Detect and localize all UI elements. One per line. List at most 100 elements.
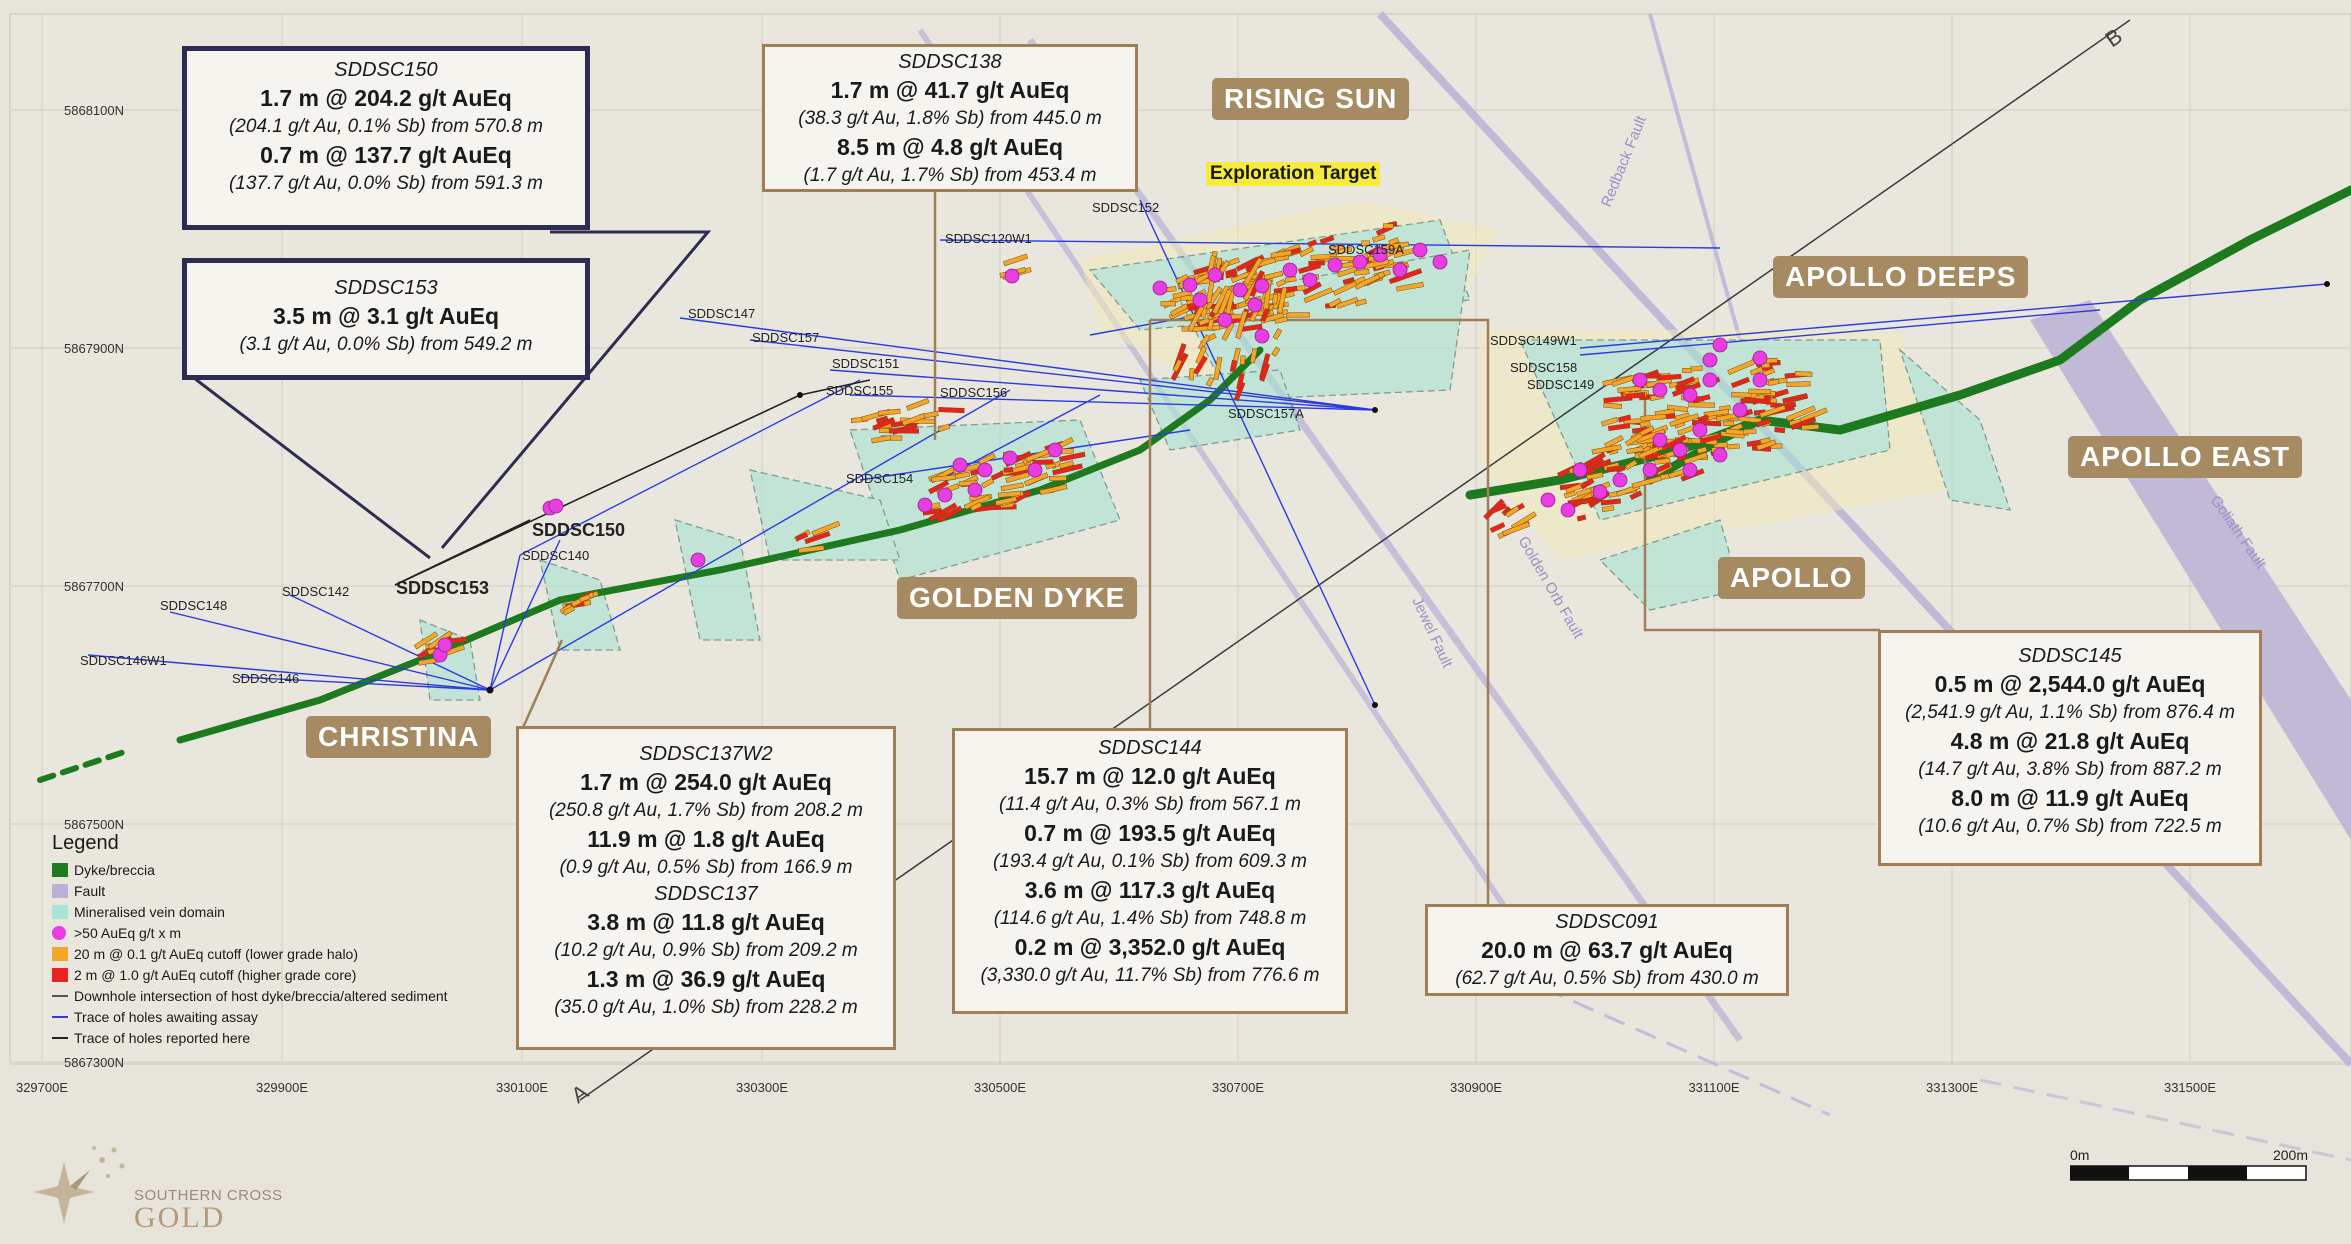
legend-item: Downhole intersection of host dyke/brecc… [52,985,492,1006]
drill-traces-awaiting [87,199,2328,706]
intersection-mark [1703,409,1730,418]
intersection-mark [1607,422,1631,432]
high-grade-point [1632,372,1648,388]
high-grade-point [1217,312,1233,328]
high-grade-point [1327,257,1343,273]
intersection-mark [1270,250,1292,259]
intersection-mark [1213,356,1223,381]
callout-detail: (14.7 g/t Au, 3.8% Sb) from 887.2 m [1918,759,2222,780]
high-grade-point [1572,462,1588,478]
intersection-mark [1591,444,1622,455]
high-grade-point [1002,450,1018,466]
intersection-mark [1049,475,1067,482]
callout-intercept: 4.8 m @ 21.8 g/t AuEq [1950,728,2190,754]
high-grade-point [1652,382,1668,398]
high-grade-point [1712,447,1728,463]
intersection-mark [1233,381,1246,402]
legend-item: Mineralised vein domain [52,901,492,922]
callout-sddsc150: SDDSC150 1.7 m @ 204.2 g/t AuEq (204.1 g… [182,46,590,230]
high-grade-point [1702,352,1718,368]
intersection-mark [872,417,896,431]
intersection-mark [1225,271,1238,279]
hole-label: SDDSC148 [160,598,227,613]
high-grade-point [1047,442,1063,458]
high-grade-point [1560,502,1576,518]
exploration-target-label: Exploration Target [1206,162,1381,186]
intersection-mark [1666,404,1689,413]
intersection-mark [1755,418,1772,428]
callout-hole: SDDSC137W2 [639,743,773,765]
intersection-mark [1744,397,1771,405]
intersection-mark [1581,496,1596,505]
intersection-mark [1002,253,1029,267]
legend-item: Dyke/breccia [52,859,492,880]
callout-detail: (204.1 g/t Au, 0.1% Sb) from 570.8 m [228,116,543,137]
intersection-mark [1669,413,1700,427]
hole-label: SDDSC153 [396,578,489,598]
intersection-mark [1771,388,1789,399]
intersection-mark [1593,458,1612,471]
high-grade-point [1692,422,1708,438]
callout-detail: (35.0 g/t Au, 1.0% Sb) from 228.2 m [554,997,858,1018]
intersection-mark [798,545,825,554]
hole-label: SDDSC146W1 [80,653,167,668]
callout-sddsc091: SDDSC091 20.0 m @ 63.7 g/t AuEq (62.7 g/… [1425,904,1789,996]
intersection-mark [1601,505,1615,513]
intersection-mark [901,413,926,427]
intersection-mark [1361,240,1370,246]
intersection-mark [936,512,952,522]
intersection-mark [1172,358,1183,373]
callout-intercept: 1.7 m @ 41.7 g/t AuEq [830,77,1070,103]
high-grade-point [937,487,953,503]
intersection-mark [795,532,809,542]
logo-text-line1: SOUTHERN CROSS [134,1187,283,1204]
callout-detail: (250.8 g/t Au, 1.7% Sb) from 208.2 m [548,800,863,821]
easting-label: 330100E [496,1080,548,1095]
callout-intercept: 3.8 m @ 11.8 g/t AuEq [587,909,825,935]
intersection-mark [905,397,930,411]
intersection-mark [1625,392,1646,399]
hole-label: SDDSC151 [832,356,899,371]
callout-intercept: 1.7 m @ 254.0 g/t AuEq [580,769,832,795]
intersection-mark [871,435,892,444]
easting-label: 330500E [974,1080,1026,1095]
legend-label: Dyke/breccia [74,861,155,878]
intersection-mark [1489,522,1506,533]
intersection-mark [1354,298,1367,307]
legend-label: Mineralised vein domain [74,903,225,920]
intersection-mark [1336,296,1359,309]
northing-label: 5867300N [64,1055,124,1070]
intersection-mark [1505,505,1520,518]
intersection-mark [1335,246,1353,255]
hole-label: SDDSC140 [522,548,589,563]
intersection-mark [1169,303,1189,317]
high-grade-point [1412,242,1428,258]
intersection-mark [1059,460,1075,469]
intersection-mark [1243,257,1263,285]
high-grade-point [1004,268,1020,284]
hole-label: SDDSC152 [1092,200,1159,215]
scale-start-label: 0m [2070,1147,2089,1163]
intersection-mark [1749,366,1764,376]
high-grade-point [1282,262,1298,278]
intersection-mark [1603,402,1622,410]
hole-labels: SDDSC148 SDDSC146W1 SDDSC146 SDDSC142 SD… [80,200,1594,686]
high-grade-point [1712,337,1728,353]
fault-line [1648,13,1742,341]
hole-label: SDDSC154 [846,471,913,486]
easting-label: 330700E [1212,1080,1264,1095]
callout-intercept: 0.5 m @ 2,544.0 g/t AuEq [1934,671,2206,697]
intersection-mark [1767,378,1780,386]
intersection-mark [877,408,901,416]
high-grade-point [1372,247,1388,263]
intersection-mark [1786,381,1811,388]
legend-item: Trace of holes reported here [52,1027,492,1048]
callout-hole: SDDSC091 [1555,911,1659,933]
callout-detail: (11.4 g/t Au, 0.3% Sb) from 567.1 m [998,794,1302,815]
high-grade-point [1027,462,1043,478]
intersection-mark [1743,428,1757,435]
callout-detail: (38.3 g/t Au, 1.8% Sb) from 445.0 m [798,108,1102,129]
callout-hole: SDDSC138 [898,51,1002,73]
zone-label-apollo: APOLLO [1718,557,1865,599]
northing-label: 5867700N [64,579,124,594]
